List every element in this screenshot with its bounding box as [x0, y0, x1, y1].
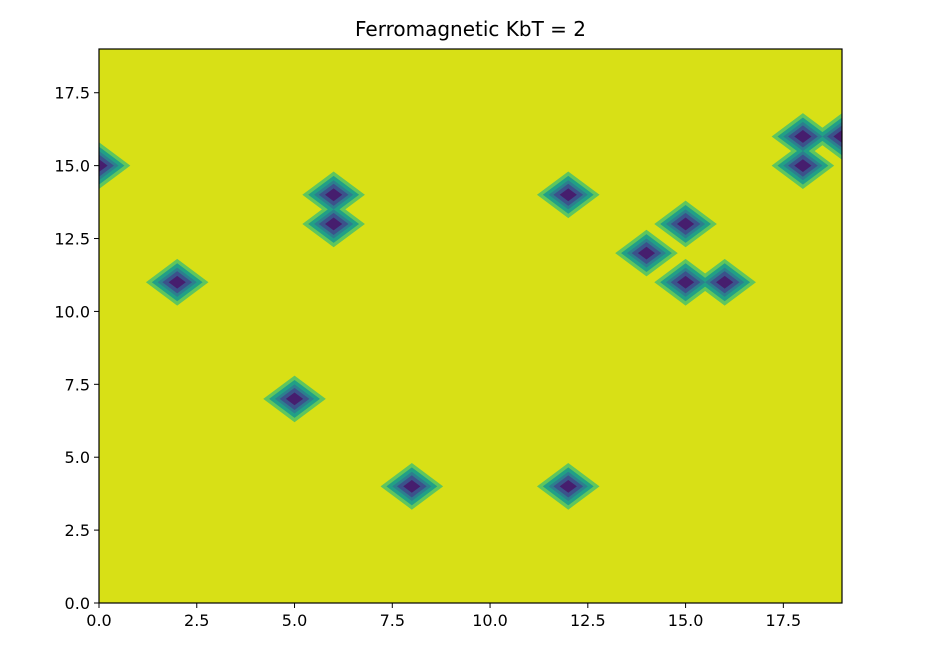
minority-spin-cell	[794, 159, 812, 173]
minority-spin-cell	[716, 275, 734, 289]
contour-level-5	[99, 130, 842, 493]
minority-spin-cell	[676, 217, 695, 231]
plot-area	[99, 49, 842, 603]
minority-spin-cell	[637, 246, 656, 260]
y-tick-label: 17.5	[54, 84, 90, 103]
x-tick-label: 15.0	[668, 611, 704, 630]
minority-spin-cell	[168, 275, 186, 289]
chart-title: Ferromagnetic KbT = 2	[355, 17, 586, 41]
y-tick-label: 15.0	[54, 157, 90, 176]
minority-spin-cell	[559, 479, 577, 493]
x-axis: 0.0 2.5 5.0 7.5 10.0 12.5 15.0 17.5	[86, 603, 801, 630]
minority-spin-cell	[794, 130, 812, 143]
minority-spin-cell	[99, 159, 108, 173]
x-tick-label: 12.5	[570, 611, 606, 630]
x-tick-label: 10.0	[472, 611, 508, 630]
y-tick-label: 5.0	[65, 448, 90, 467]
x-tick-label: 0.0	[86, 611, 111, 630]
minority-spin-cell	[403, 479, 421, 493]
x-tick-label: 7.5	[380, 611, 405, 630]
x-tick-label: 17.5	[766, 611, 802, 630]
minority-spin-cell	[559, 188, 577, 202]
plot-frame	[98, 48, 843, 604]
y-axis: 0.0 2.5 5.0 7.5 10.0 12.5 15.0 17.5	[54, 84, 99, 613]
minority-spin-cell	[676, 275, 695, 289]
x-tick-label: 5.0	[282, 611, 307, 630]
minority-spin-cell	[325, 188, 343, 202]
y-tick-label: 0.0	[65, 594, 90, 613]
y-tick-label: 12.5	[54, 230, 90, 249]
minority-spin-cell	[325, 217, 343, 231]
y-tick-label: 7.5	[65, 375, 90, 394]
y-tick-label: 10.0	[54, 302, 90, 321]
heatmap-background	[99, 49, 842, 603]
y-tick-label: 2.5	[65, 521, 90, 540]
minority-spin-cell	[833, 130, 842, 143]
minority-spin-cell	[285, 392, 304, 406]
x-tick-label: 2.5	[184, 611, 209, 630]
